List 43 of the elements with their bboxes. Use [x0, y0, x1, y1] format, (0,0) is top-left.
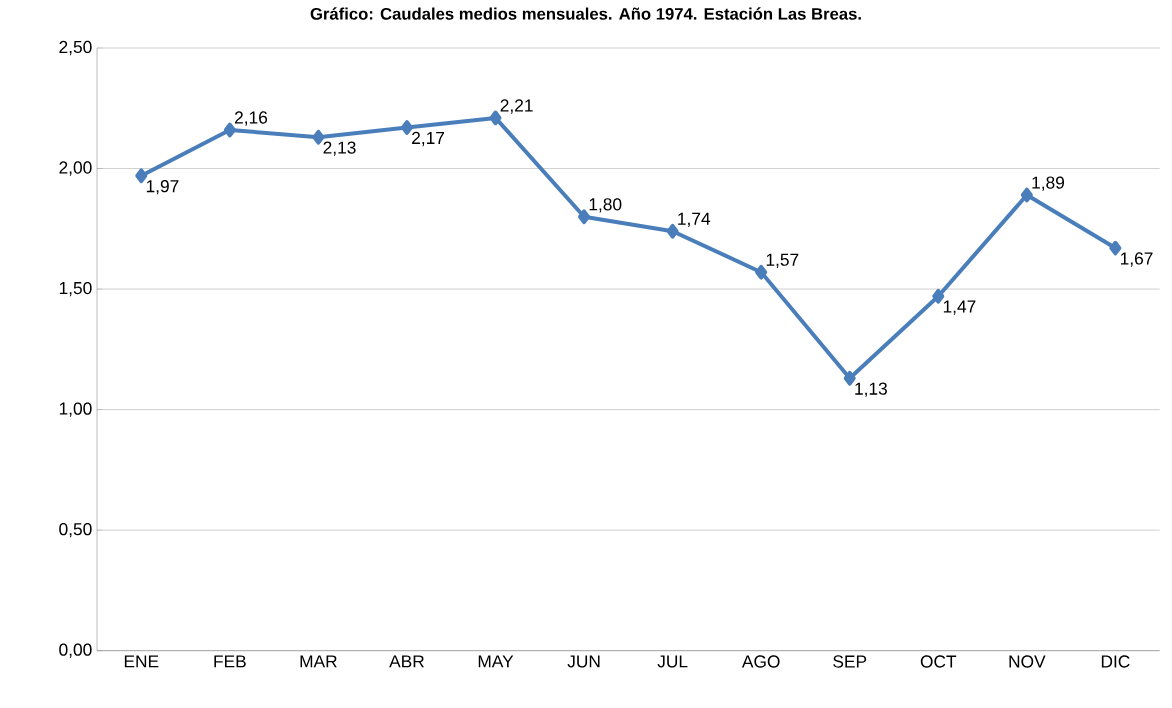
x-tick-label: SEP — [833, 655, 867, 668]
data-label: 1,47 — [943, 300, 976, 315]
x-tick-label: ENE — [124, 655, 159, 668]
x-tick-label: ABR — [389, 655, 424, 668]
point — [400, 120, 413, 135]
y-tick-label: 2,00 — [59, 161, 92, 176]
point — [135, 168, 148, 184]
point — [755, 264, 768, 280]
x-tick-label: OCT — [920, 655, 957, 668]
data-label: 2,21 — [500, 99, 533, 114]
data-label: 1,89 — [1032, 176, 1065, 191]
data-label: 2,13 — [323, 141, 356, 156]
chart-title: Gráfico: Caudales medios mensuales. Año 1974. Estación Las Breas. — [310, 7, 861, 20]
data-label: 1,57 — [766, 253, 799, 268]
y-tick-label: 1,50 — [59, 281, 92, 297]
x-tick-label: MAR — [300, 655, 337, 668]
data-label: 1,74 — [678, 212, 711, 227]
data-label: 2,17 — [412, 131, 445, 147]
x-tick-label: DIC — [1101, 655, 1130, 668]
point — [223, 122, 236, 138]
y-tick-label: 2,50 — [59, 40, 92, 56]
point — [932, 288, 945, 304]
x-tick-label: JUL — [657, 655, 688, 668]
point — [578, 209, 591, 225]
point — [843, 370, 856, 386]
data-label: 1,67 — [1120, 252, 1153, 267]
x-tick-label: NOV — [1009, 655, 1046, 668]
data-label: 1,97 — [146, 180, 179, 195]
data-label: 1,80 — [589, 198, 622, 213]
x-tick-label: AGO — [741, 655, 780, 668]
y-tick-label: 0,50 — [59, 522, 92, 538]
x-tick-label: JUN — [567, 655, 600, 668]
data-label: 1,13 — [855, 382, 887, 397]
x-tick-label: MAY — [478, 655, 514, 668]
x-tick-label: FEB — [214, 655, 246, 668]
point — [1020, 187, 1033, 203]
point — [312, 129, 325, 145]
point — [666, 223, 679, 239]
point — [489, 110, 502, 126]
y-tick-label: 0,00 — [59, 643, 92, 658]
data-label: 2,16 — [234, 111, 268, 126]
point — [1109, 240, 1122, 256]
y-tick-label: 1,00 — [59, 402, 92, 417]
